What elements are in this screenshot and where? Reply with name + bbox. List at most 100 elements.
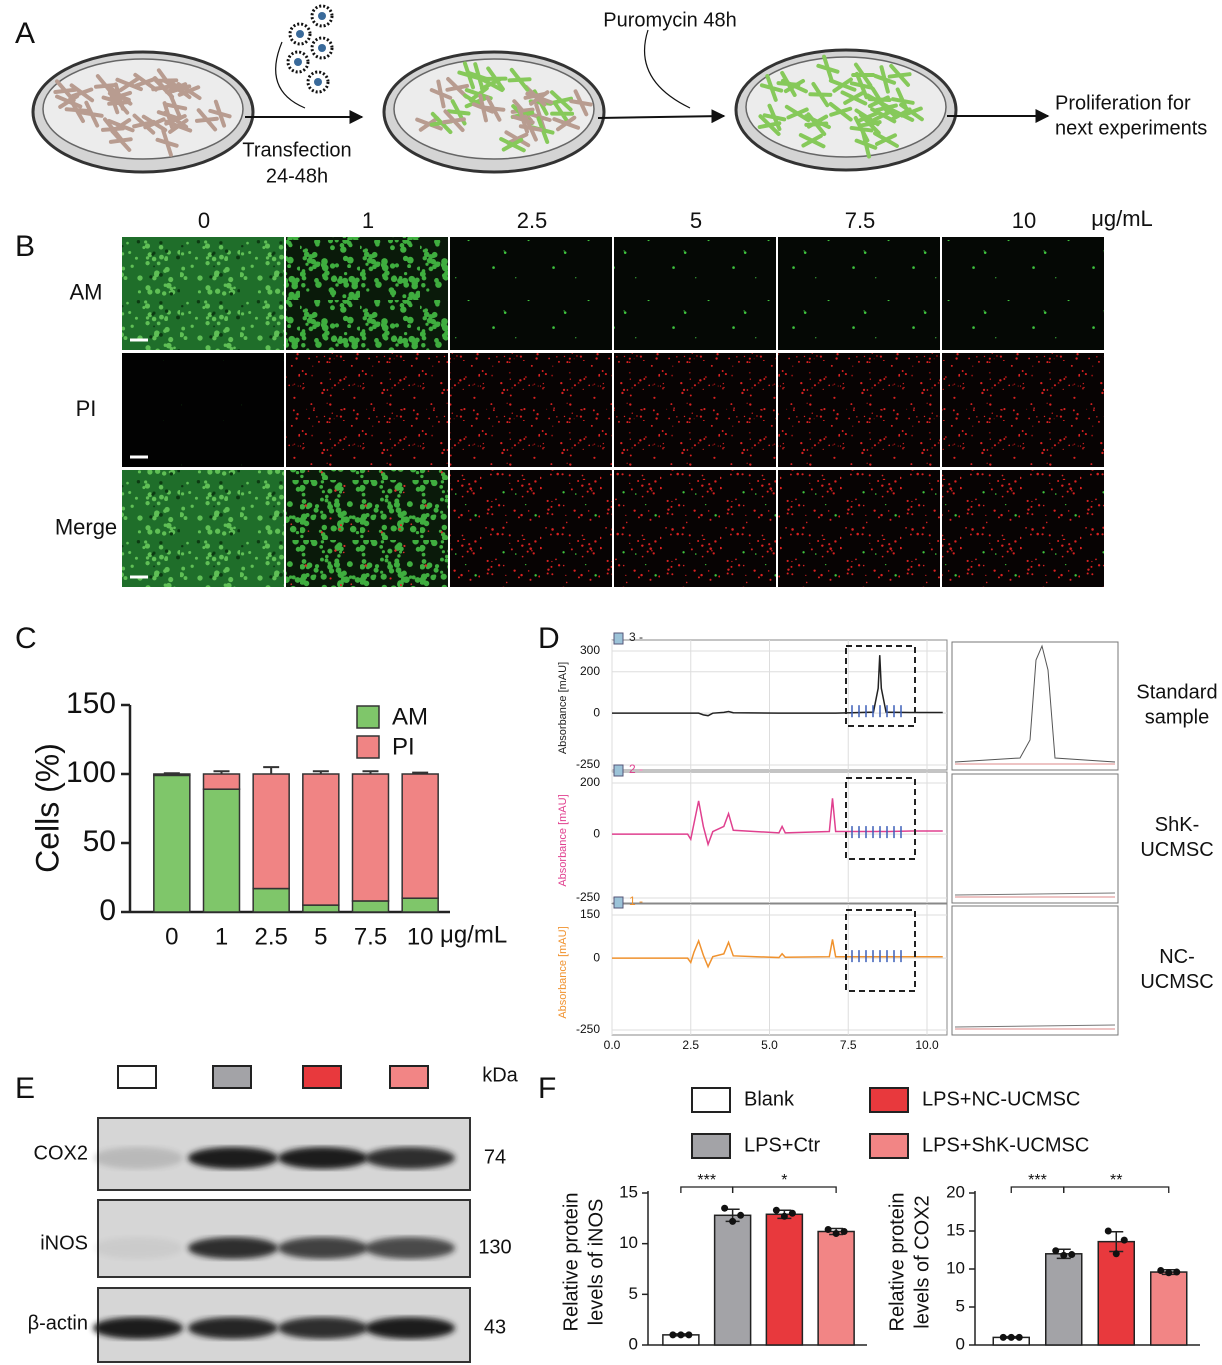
y-axis-label: Relative protein	[560, 1193, 582, 1332]
y-tick-label: 5	[629, 1284, 638, 1303]
dish-inner	[42, 58, 244, 160]
data-point	[1165, 1269, 1173, 1277]
y-axis-label: Absorbance [mAU]	[557, 662, 569, 754]
cell	[499, 137, 526, 153]
bar	[713, 1214, 752, 1346]
y-axis-label: Absorbance [mAU]	[557, 926, 569, 1018]
y-tick-label: 50	[83, 825, 116, 858]
y-tick-label: 0	[629, 1334, 638, 1353]
cell	[507, 67, 532, 92]
panel-label: E	[15, 1072, 35, 1105]
protein-label: β-actin	[28, 1312, 88, 1334]
column-label: 0	[198, 208, 210, 233]
x-tick-label: 10.0	[915, 1038, 939, 1052]
micrograph	[778, 237, 940, 350]
micrograph	[286, 470, 448, 587]
x-tick-label: 7.5	[354, 923, 387, 950]
bar-segment	[202, 788, 241, 913]
band	[278, 1147, 368, 1169]
cell	[776, 70, 801, 97]
significance-bracket	[731, 1186, 837, 1193]
data-point	[1068, 1251, 1076, 1259]
sample-label: Standard	[1136, 681, 1217, 703]
column-label: 7.5	[845, 208, 876, 233]
micrograph	[122, 353, 284, 467]
band	[365, 1317, 455, 1339]
cell	[457, 61, 481, 90]
micrograph	[122, 470, 284, 587]
cell	[101, 86, 125, 115]
cell	[133, 72, 158, 92]
error-bar	[412, 771, 429, 774]
significance-label: ***	[1028, 1172, 1047, 1189]
panel-label: F	[538, 1072, 556, 1105]
cell	[804, 112, 829, 137]
sample-label: sample	[1145, 706, 1209, 728]
bar-segment	[302, 773, 340, 906]
group-swatch	[117, 1065, 157, 1089]
y-axis-label: Relative protein	[886, 1193, 908, 1332]
y-tick-label: 0	[593, 826, 600, 840]
micrograph	[778, 353, 940, 467]
data-point	[772, 1206, 780, 1214]
y-tick-label: 100	[66, 756, 116, 789]
legend-label: LPS+ShK-UCMSC	[922, 1134, 1089, 1156]
column-label: 1	[362, 208, 374, 233]
cell	[854, 129, 878, 159]
trace-label: 1 -	[629, 894, 643, 908]
plot-frame	[611, 903, 948, 1036]
column-label: 10	[1012, 208, 1036, 233]
significance-label: *	[781, 1172, 787, 1189]
data-point	[824, 1225, 832, 1233]
bar-segment	[202, 773, 241, 790]
cell	[79, 100, 104, 128]
data-point	[1104, 1227, 1112, 1235]
significance-label: ***	[697, 1172, 716, 1189]
data-point	[1120, 1236, 1128, 1244]
cell	[415, 116, 443, 132]
bar	[1097, 1240, 1135, 1346]
inset-trace	[954, 644, 1116, 763]
trace-label: 3 -	[629, 630, 643, 644]
cell	[429, 79, 453, 109]
band	[278, 1237, 368, 1259]
band	[93, 1317, 183, 1339]
inset-frame	[951, 641, 1119, 771]
cell	[873, 65, 897, 94]
panel-label: B	[15, 230, 35, 263]
plot-frame	[611, 639, 948, 771]
y-tick-label: 10	[619, 1233, 638, 1252]
weight-label: 130	[478, 1236, 511, 1258]
y-tick-label: 10	[946, 1258, 965, 1277]
y-tick-label: 20	[946, 1182, 965, 1201]
trace	[612, 655, 943, 717]
y-tick-label: -250	[576, 1022, 600, 1036]
curve	[644, 29, 691, 109]
bar	[1045, 1253, 1083, 1346]
inset-frame	[951, 773, 1119, 904]
cell	[155, 128, 179, 157]
legend-label: PI	[392, 733, 415, 760]
data-point	[840, 1228, 848, 1236]
error-bar	[213, 770, 230, 774]
bar-segment	[351, 773, 390, 902]
legend-label: LPS+Ctr	[744, 1134, 820, 1156]
dish-inner	[745, 56, 947, 158]
cell	[828, 101, 853, 122]
bar-segment	[153, 774, 191, 913]
error-bar	[362, 770, 379, 774]
cell	[828, 77, 857, 93]
micrograph	[778, 470, 940, 587]
x-tick-label: 2.5	[682, 1038, 699, 1052]
cell	[816, 54, 840, 83]
sample-label: ShK-	[1155, 814, 1199, 836]
cell	[569, 89, 593, 117]
data-point	[1173, 1268, 1181, 1276]
data-point	[737, 1211, 745, 1219]
step-label: 24-48h	[266, 165, 328, 187]
legend-swatch	[869, 1133, 909, 1159]
y-tick-label: 200	[580, 775, 600, 789]
column-label: 5	[690, 208, 702, 233]
group-swatch	[212, 1065, 252, 1089]
data-point	[1112, 1250, 1120, 1258]
